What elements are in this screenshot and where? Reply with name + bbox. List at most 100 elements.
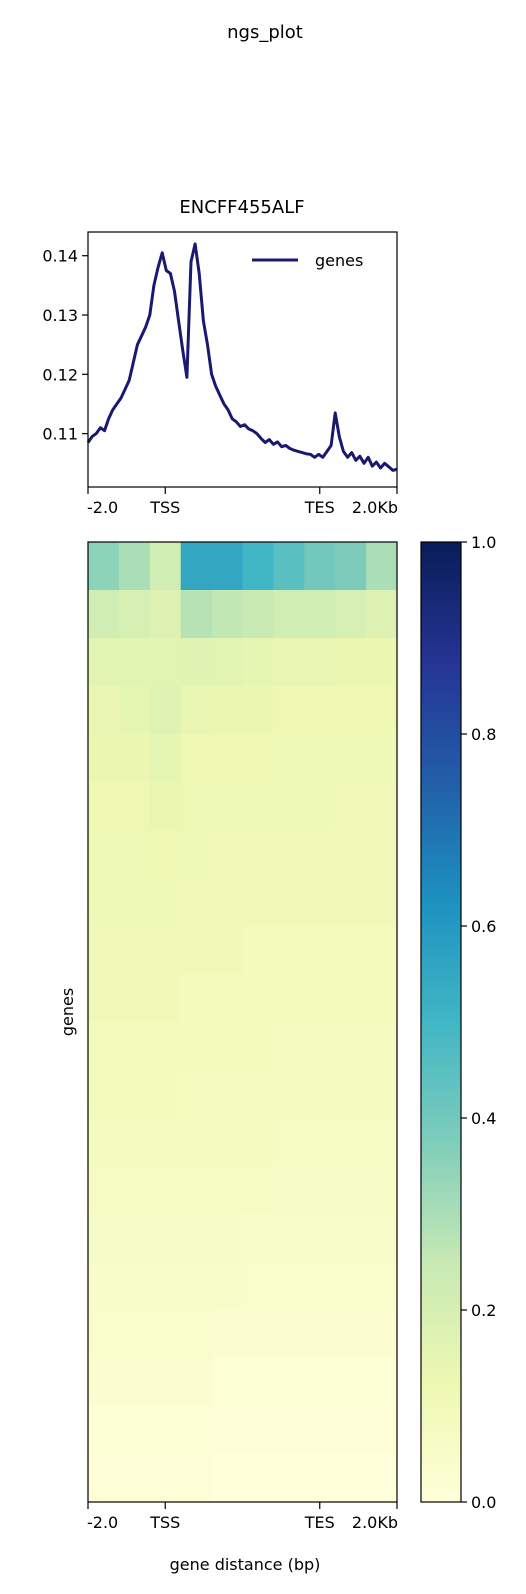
heatmap-cell xyxy=(242,1214,274,1263)
heatmap-cell xyxy=(88,878,120,927)
heatmap-cell xyxy=(273,590,305,639)
heatmap-cell xyxy=(149,830,182,879)
heatmap-cell xyxy=(304,1454,336,1503)
heatmap-cell xyxy=(180,1310,213,1359)
heatmap-cell xyxy=(88,734,120,783)
heatmap-cell xyxy=(211,1022,244,1071)
heatmap-cell xyxy=(180,1262,213,1311)
heatmap-cell xyxy=(149,926,182,975)
heatmap-cell xyxy=(118,830,151,879)
heatmap-cell xyxy=(180,734,213,783)
heatmap-cell xyxy=(211,1454,244,1503)
heatmap-y-label: genes xyxy=(58,988,77,1036)
heatmap-cell xyxy=(366,1166,398,1215)
heatmap-cell xyxy=(88,974,120,1023)
heatmap-cell xyxy=(273,1118,305,1167)
colorbar-tick-label: 0.6 xyxy=(471,917,496,936)
heatmap-cell xyxy=(335,1022,367,1071)
heatmap-cell xyxy=(242,1262,274,1311)
heatmap-cell xyxy=(366,1454,398,1503)
heatmap-cell xyxy=(118,734,151,783)
heatmap-cell xyxy=(366,878,398,927)
heatmap-cell xyxy=(335,1118,367,1167)
heatmap-cell xyxy=(273,1358,305,1407)
heatmap-cell xyxy=(211,926,244,975)
profile-x-tick-label: TES xyxy=(304,498,335,517)
heatmap-cell xyxy=(273,734,305,783)
colorbar-ticks: 0.0 0.2 0.4 0.6 0.8 1.0 xyxy=(461,533,496,1512)
profile-axes-frame xyxy=(87,231,398,488)
heatmap-cell xyxy=(304,1310,336,1359)
heatmap-cell xyxy=(273,638,305,687)
heatmap-cell xyxy=(118,1022,151,1071)
heatmap-cell xyxy=(242,1022,274,1071)
heatmap-cell xyxy=(366,638,398,687)
heatmap-cell xyxy=(88,638,120,687)
heatmap-cell xyxy=(304,542,336,591)
heatmap-cell xyxy=(304,686,336,735)
heatmap-cell xyxy=(366,1358,398,1407)
heatmap-cell xyxy=(304,830,336,879)
heatmap-cell xyxy=(366,974,398,1023)
heatmap-cell xyxy=(88,686,120,735)
heatmap-cell xyxy=(273,686,305,735)
colorbar: 0.0 0.2 0.4 0.6 0.8 1.0 xyxy=(420,533,496,1512)
heatmap-cell xyxy=(118,1118,151,1167)
heatmap-cell xyxy=(242,782,274,831)
heatmap-cell xyxy=(304,1214,336,1263)
heatmap-cell xyxy=(335,1358,367,1407)
heatmap-cell xyxy=(88,1454,120,1503)
heatmap-cell xyxy=(211,1406,244,1455)
heatmap-cell xyxy=(242,1118,274,1167)
heatmap-axes-frame xyxy=(87,541,398,1503)
heatmap-cell xyxy=(118,1406,151,1455)
heatmap-cell xyxy=(211,1214,244,1263)
heatmap-cell xyxy=(149,686,182,735)
heatmap-cell xyxy=(180,782,213,831)
heatmap-cell xyxy=(273,1214,305,1263)
heatmap-cell xyxy=(149,542,182,591)
legend-label-genes: genes xyxy=(315,251,363,270)
heatmap-cell xyxy=(242,590,274,639)
heatmap-cell xyxy=(242,830,274,879)
heatmap-cell xyxy=(88,782,120,831)
heatmap-cell xyxy=(149,1118,182,1167)
heatmap-cell xyxy=(242,926,274,975)
heatmap-cell xyxy=(211,878,244,927)
heatmap-cell xyxy=(180,1406,213,1455)
heatmap-cell xyxy=(180,686,213,735)
heatmap-cell xyxy=(149,1214,182,1263)
profile-x-tick-label: 2.0Kb xyxy=(352,498,398,517)
heatmap-cell xyxy=(335,1262,367,1311)
heatmap-cell xyxy=(335,1214,367,1263)
heatmap-cell xyxy=(242,686,274,735)
heatmap-cell xyxy=(366,1406,398,1455)
heatmap-cell xyxy=(211,830,244,879)
profile-x-tick-label: TSS xyxy=(149,498,180,517)
heatmap-cell xyxy=(273,782,305,831)
heatmap-cell xyxy=(149,878,182,927)
heatmap-cell xyxy=(366,590,398,639)
heatmap-cell xyxy=(180,1358,213,1407)
heatmap-cell xyxy=(88,1214,120,1263)
heatmap-cell xyxy=(366,1022,398,1071)
heatmap-cell xyxy=(180,542,213,591)
heatmap-x-tick-label: -2.0 xyxy=(87,1513,118,1532)
heatmap-cell xyxy=(304,734,336,783)
heatmap-cell xyxy=(118,1262,151,1311)
heatmap-cell xyxy=(149,1166,182,1215)
heatmap-cell xyxy=(335,974,367,1023)
profile-plot: ENCFF455ALF 0.11 0.12 0.13 0.14 -2.0 TSS TES 2… xyxy=(42,197,398,517)
heatmap-cell xyxy=(304,926,336,975)
heatmap-cell xyxy=(180,590,213,639)
heatmap-cell xyxy=(366,1310,398,1359)
heatmap-cell xyxy=(304,590,336,639)
heatmap-cell xyxy=(149,590,182,639)
heatmap-cell xyxy=(211,542,244,591)
heatmap-cell xyxy=(118,878,151,927)
heatmap-cell xyxy=(211,1166,244,1215)
heatmap-cell xyxy=(180,1454,213,1503)
heatmap-cell xyxy=(304,1070,336,1119)
heatmap-cell xyxy=(88,1070,120,1119)
heatmap-cell xyxy=(88,926,120,975)
